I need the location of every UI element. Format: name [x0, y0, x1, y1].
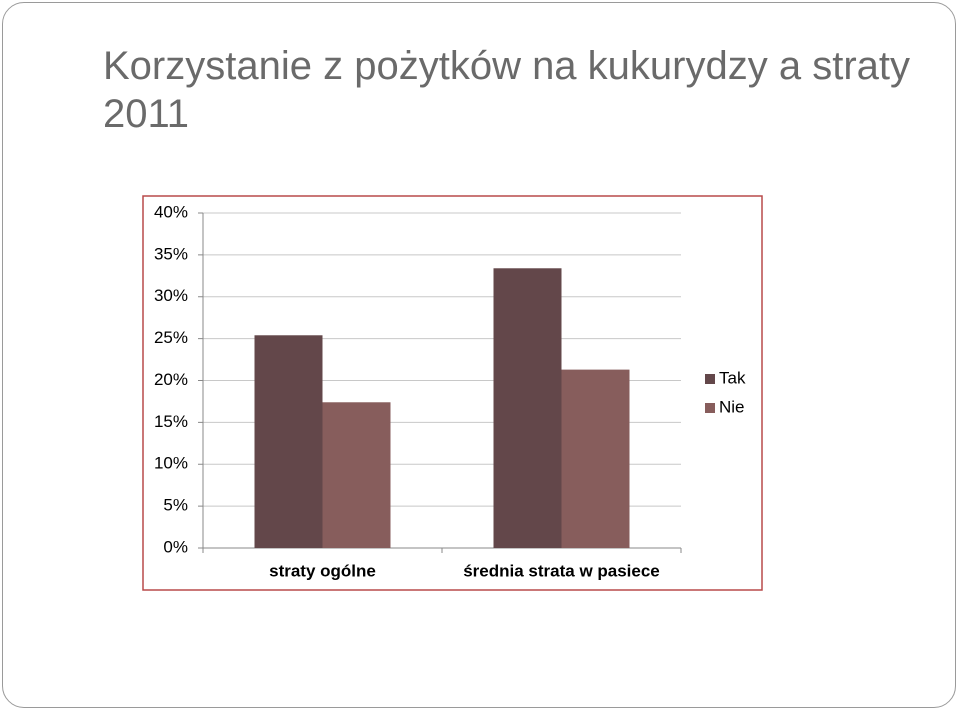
bar — [493, 268, 562, 548]
chart-frame — [142, 195, 763, 591]
x-tick-label: średnia strata w pasiece — [463, 561, 660, 580]
y-tick-label: 20% — [154, 370, 188, 389]
y-tick-label: 30% — [154, 286, 188, 305]
bar — [322, 402, 391, 548]
bar — [561, 369, 630, 548]
y-tick-label: 25% — [154, 328, 188, 347]
x-tick-label: straty ogólne — [269, 561, 376, 580]
y-tick-label: 0% — [163, 537, 188, 556]
bar — [254, 335, 323, 548]
y-tick-label: 40% — [154, 202, 188, 221]
legend-swatch — [705, 403, 715, 413]
legend-label: Nie — [719, 397, 745, 416]
y-tick-label: 35% — [154, 244, 188, 263]
legend-swatch — [705, 374, 715, 384]
chart-title: Korzystanie z pożytków na kukurydzy a st… — [103, 44, 910, 136]
legend-label: Tak — [719, 368, 746, 387]
y-tick-label: 15% — [154, 412, 188, 431]
y-tick-label: 5% — [163, 496, 188, 515]
y-tick-label: 10% — [154, 454, 188, 473]
